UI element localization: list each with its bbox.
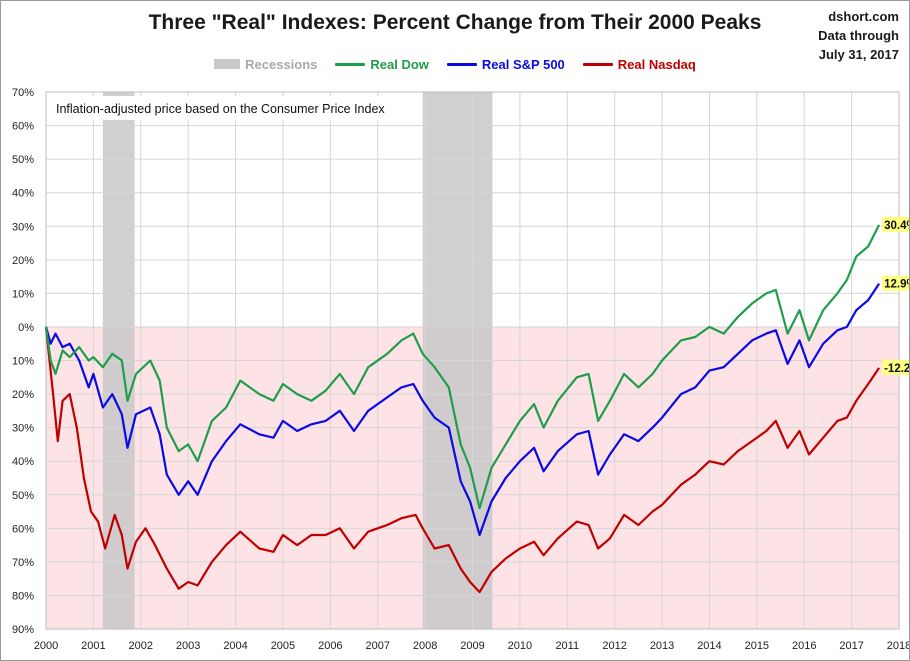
annotation-background [50, 96, 420, 120]
y-tick-label: 40% [12, 188, 34, 200]
legend-item-sp500: Real S&P 500 [446, 56, 565, 72]
final-value-background [882, 359, 909, 375]
y-tick-label: 90% [12, 624, 34, 636]
x-tick-label: 2012 [602, 640, 626, 652]
x-tick-label: 2009 [460, 640, 484, 652]
x-tick-label: 2002 [129, 640, 153, 652]
x-tick-label: 2017 [839, 640, 863, 652]
x-tick-label: 2010 [508, 640, 532, 652]
legend-line-dow [335, 62, 366, 66]
legend-label-nasdaq: Real Nasdaq [617, 56, 696, 72]
y-tick-label: 70% [12, 87, 34, 99]
source-data-through: Data through [818, 28, 899, 43]
y-tick-label: 80% [12, 590, 34, 602]
x-tick-label: 2007 [365, 640, 389, 652]
y-tick-label: 60% [12, 121, 34, 133]
legend: Recessions Real Dow Real S&P 500 Real Na… [1, 55, 909, 73]
final-value-background [882, 216, 909, 232]
x-tick-label: 2014 [697, 640, 721, 652]
legend-line-sp500 [446, 62, 477, 66]
x-tick-label: 2004 [223, 640, 247, 652]
x-tick-label: 2000 [34, 640, 58, 652]
source-date: July 31, 2017 [818, 47, 899, 62]
chart-title: Three "Real" Indexes: Percent Change fro… [148, 11, 762, 34]
x-tick-label: 2013 [650, 640, 674, 652]
final-value-background [882, 275, 909, 291]
final-value-text: 30.4% [884, 220, 909, 232]
legend-label-recessions: Recessions [245, 56, 318, 72]
final-value-text: -12.2% [884, 363, 909, 375]
series-line-sp500 [44, 282, 881, 537]
x-tick-label: 2003 [176, 640, 200, 652]
x-tick-label: 2005 [271, 640, 295, 652]
y-tick-label: 30% [12, 221, 34, 233]
y-tick-label: 70% [12, 557, 34, 569]
x-tick-label: 2011 [555, 640, 579, 652]
series-line-dow [44, 224, 881, 510]
final-value-label-dow: 30.4% [882, 216, 909, 232]
x-tick-label: 2015 [745, 640, 769, 652]
y-tick-label: 0% [18, 322, 34, 334]
x-tick-label: 2001 [81, 640, 105, 652]
y-tick-label: 50% [12, 490, 34, 502]
y-tick-label: 10% [12, 356, 34, 368]
y-tick-label: 10% [12, 288, 34, 300]
source-site: dshort.com [828, 9, 899, 24]
x-tick-label: 2006 [318, 640, 342, 652]
series-line-nasdaq [44, 326, 881, 594]
final-value-text: 12.9% [884, 279, 909, 291]
x-tick-label: 2018 [887, 640, 909, 652]
legend-line-nasdaq [582, 62, 613, 66]
final-value-label-nasdaq: -12.2% [882, 359, 909, 375]
y-tick-label: 60% [12, 523, 34, 535]
y-tick-label: 50% [12, 154, 34, 166]
legend-item-recessions: Recessions [214, 57, 317, 72]
y-tick-label: 20% [12, 389, 34, 401]
legend-item-nasdaq: Real Nasdaq [582, 56, 696, 72]
x-tick-label: 2008 [413, 640, 437, 652]
legend-swatch-recessions [214, 59, 241, 69]
legend-label-dow: Real Dow [370, 56, 429, 72]
annotation-text: Inflation-adjusted price based on the Co… [56, 102, 385, 116]
source-note: dshort.com Data through July 31, 2017 [818, 7, 899, 64]
annotation-box: Inflation-adjusted price based on the Co… [50, 96, 420, 120]
final-value-label-sp500: 12.9% [882, 275, 909, 291]
y-tick-label: 20% [12, 255, 34, 267]
y-tick-label: 40% [12, 456, 34, 468]
x-tick-label: 2016 [792, 640, 816, 652]
legend-label-sp500: Real S&P 500 [481, 56, 565, 72]
legend-item-dow: Real Dow [335, 57, 429, 72]
y-tick-label: 30% [12, 423, 34, 435]
